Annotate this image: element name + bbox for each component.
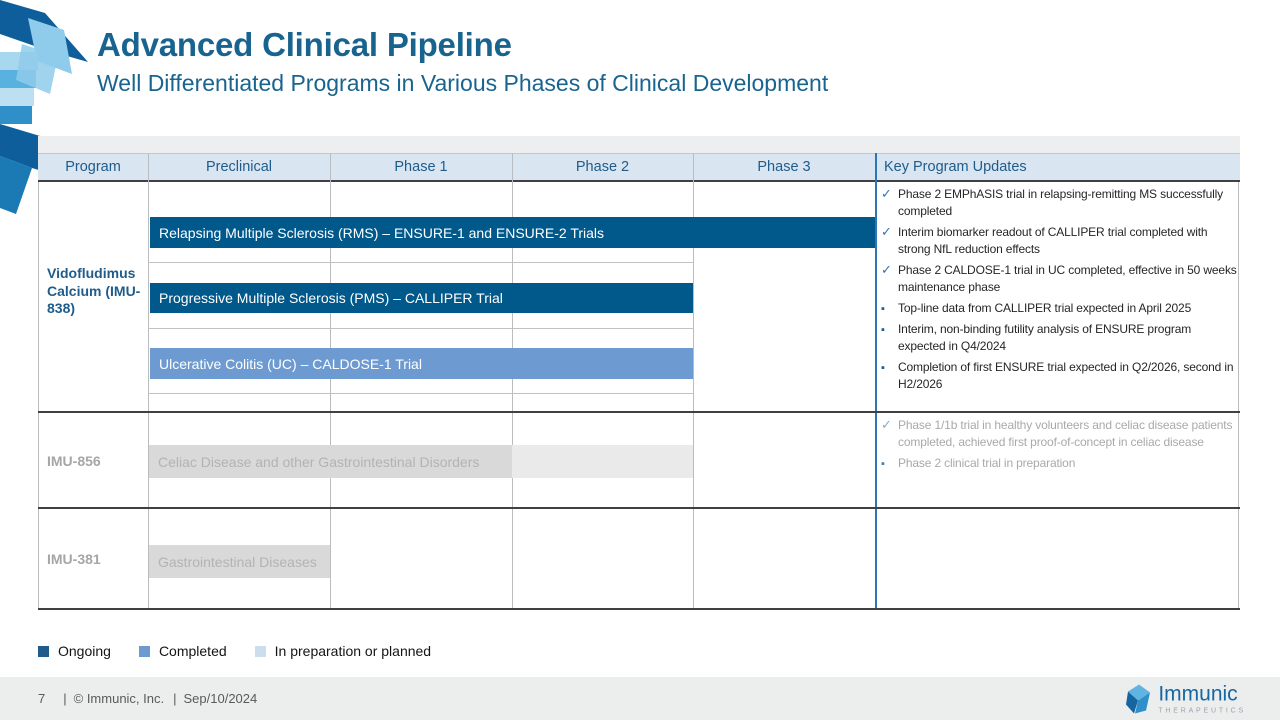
program-label-imu-838: Vidofludimus Calcium (IMU-838) — [47, 265, 141, 316]
updates-column-divider — [875, 153, 877, 610]
update-item: Completion of first ENSURE trial expecte… — [881, 359, 1241, 393]
footer-copyright: © Immunic, Inc. — [73, 691, 165, 706]
trial-bar-pms-calliper: Progressive Multiple Sclerosis (PMS) – C… — [150, 283, 693, 313]
company-logo: Immunic THERAPEUTICS — [1125, 683, 1246, 714]
table-border-left — [38, 182, 39, 610]
footer-text: 7 | © Immunic, Inc. | Sep/10/2024 — [38, 677, 257, 720]
update-text: Phase 2 EMPhASIS trial in relapsing-remi… — [898, 187, 1223, 218]
trial-bar-celiac: Celiac Disease and other Gastrointestina… — [149, 445, 512, 478]
pipeline-table: Program Preclinical Phase 1 Phase 2 Phas… — [38, 153, 1240, 610]
trial-bar-label: Celiac Disease and other Gastrointestina… — [158, 453, 480, 470]
trial-bar-label: Ulcerative Colitis (UC) – CALDOSE-1 Tria… — [159, 355, 422, 372]
logo-subtext: THERAPEUTICS — [1158, 707, 1246, 714]
program-label-imu-856: IMU-856 — [47, 453, 101, 469]
sub-gridline — [148, 328, 694, 329]
header-phase-3: Phase 3 — [757, 159, 811, 175]
update-text: Phase 1/1b trial in healthy volunteers a… — [898, 418, 1233, 449]
update-item: Phase 2 EMPhASIS trial in relapsing-remi… — [881, 186, 1241, 220]
update-item: Phase 2 CALDOSE-1 trial in UC completed,… — [881, 262, 1241, 296]
row-separator — [38, 507, 1240, 509]
update-text: Interim biomarker readout of CALLIPER tr… — [898, 225, 1208, 256]
bullet-icon — [881, 359, 898, 393]
trial-bar-uc-caldose: Ulcerative Colitis (UC) – CALDOSE-1 Tria… — [150, 348, 693, 379]
legend-swatch-planned — [254, 645, 266, 657]
trial-bar-celiac-extension — [512, 445, 693, 478]
legend-item-completed: Completed — [138, 643, 227, 659]
legend-swatch-completed — [138, 645, 150, 657]
legend-item-planned: In preparation or planned — [254, 643, 432, 659]
column-line-3 — [512, 153, 513, 610]
logo-name: Immunic — [1158, 682, 1238, 705]
update-text: Phase 2 clinical trial in preparation — [898, 456, 1076, 470]
table-border-right — [1238, 182, 1239, 610]
legend-label: Ongoing — [58, 643, 111, 659]
legend-label: In preparation or planned — [274, 643, 432, 659]
page-title: Advanced Clinical Pipeline — [97, 26, 512, 63]
check-icon — [881, 186, 898, 220]
update-item: Top-line data from CALLIPER trial expect… — [881, 300, 1241, 317]
table-top-band — [38, 136, 1240, 153]
update-item: Interim biomarker readout of CALLIPER tr… — [881, 224, 1241, 258]
update-item: Phase 2 clinical trial in preparation — [881, 455, 1241, 472]
status-legend: Ongoing Completed In preparation or plan… — [38, 643, 431, 659]
table-border-bottom — [38, 608, 1240, 610]
title-block: Advanced Clinical Pipeline Well Differen… — [97, 26, 828, 97]
update-text: Phase 2 CALDOSE-1 trial in UC completed,… — [898, 263, 1237, 294]
bullet-icon — [881, 300, 898, 317]
header-phase-2: Phase 2 — [575, 159, 630, 175]
page-number: 7 — [38, 691, 46, 706]
column-line-1 — [148, 153, 149, 610]
bullet-icon — [881, 455, 898, 472]
table-header-row: Program Preclinical Phase 1 Phase 2 Phas… — [38, 153, 1240, 182]
header-program: Program — [65, 159, 121, 175]
sub-gridline — [148, 262, 694, 263]
trial-bar-rms-ensure: Relapsing Multiple Sclerosis (RMS) – ENS… — [150, 217, 875, 248]
page-subtitle: Well Differentiated Programs in Various … — [97, 70, 829, 96]
footer-separator: | — [173, 691, 177, 706]
update-text: Interim, non-binding futility analysis o… — [898, 322, 1192, 353]
header-key-program-updates: Key Program Updates — [884, 159, 1027, 175]
check-icon — [881, 262, 898, 296]
program-label-imu-381: IMU-381 — [47, 551, 101, 567]
column-line-4 — [693, 153, 694, 610]
immunic-diamond-icon — [1126, 684, 1151, 713]
footer-date: Sep/10/2024 — [183, 691, 258, 706]
trial-bar-label: Relapsing Multiple Sclerosis (RMS) – ENS… — [159, 224, 605, 241]
update-item: Phase 1/1b trial in healthy volunteers a… — [881, 417, 1241, 451]
brand-mark-icon — [0, 0, 88, 214]
header-phase-1: Phase 1 — [394, 159, 448, 175]
check-icon — [881, 417, 898, 451]
footer-separator: | — [63, 691, 67, 706]
update-text: Top-line data from CALLIPER trial expect… — [898, 301, 1192, 315]
bullet-icon — [881, 321, 898, 355]
trial-bar-label: Gastrointestinal Diseases — [158, 553, 317, 570]
trial-bar-gastro: Gastrointestinal Diseases — [149, 545, 330, 578]
updates-list-imu-838: Phase 2 EMPhASIS trial in relapsing-remi… — [881, 186, 1241, 397]
header-preclinical: Preclinical — [205, 159, 273, 175]
legend-swatch-ongoing — [38, 645, 49, 657]
logo-text: Immunic THERAPEUTICS — [1158, 683, 1246, 714]
legend-label: Completed — [158, 643, 227, 659]
update-item: Interim, non-binding futility analysis o… — [881, 321, 1241, 355]
check-icon — [881, 224, 898, 258]
update-text: Completion of first ENSURE trial expecte… — [898, 360, 1234, 391]
trial-bar-label: Progressive Multiple Sclerosis (PMS) – C… — [159, 290, 503, 306]
row-separator — [38, 411, 1240, 413]
sub-gridline — [148, 393, 694, 394]
legend-item-ongoing: Ongoing — [38, 643, 111, 659]
updates-list-imu-856: Phase 1/1b trial in healthy volunteers a… — [881, 417, 1241, 476]
footer-bar: 7 | © Immunic, Inc. | Sep/10/2024 Immuni… — [0, 677, 1280, 720]
column-line-2 — [330, 153, 331, 610]
